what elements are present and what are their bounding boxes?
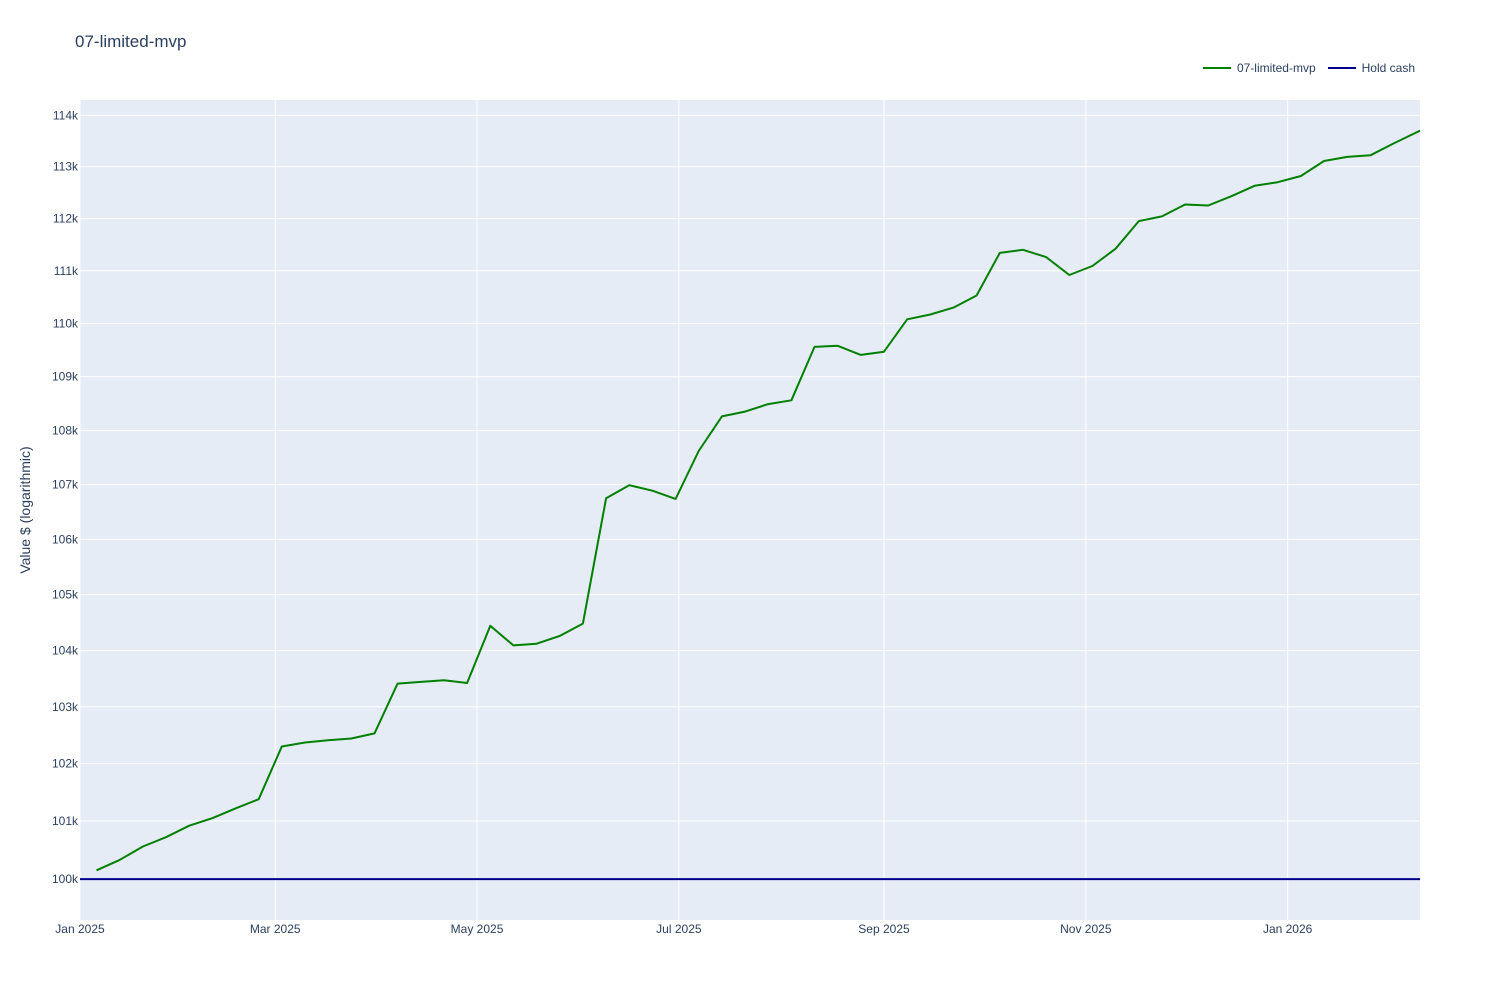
y-tick-label: 107k <box>52 478 79 492</box>
y-tick-label: 110k <box>53 317 79 331</box>
y-tick-label: 114k <box>53 108 79 122</box>
y-tick-label: 101k <box>52 814 79 828</box>
legend[interactable]: 07-limited-mvp Hold cash <box>1191 61 1415 75</box>
legend-item-hold-cash[interactable]: Hold cash <box>1327 61 1415 75</box>
legend-swatch-hold-cash <box>1327 67 1356 69</box>
legend-label-strategy: 07-limited-mvp <box>1236 61 1316 75</box>
y-tick-label: 103k <box>52 700 79 714</box>
y-tick-label: 108k <box>52 423 79 437</box>
x-tick-label: Nov 2025 <box>1060 922 1112 936</box>
x-tick-label: May 2025 <box>451 922 504 936</box>
x-tick-label: Sep 2025 <box>858 922 910 936</box>
legend-swatch-strategy <box>1202 67 1231 69</box>
x-tick-label: Jan 2025 <box>55 922 105 936</box>
y-tick-label: 111k <box>54 264 79 278</box>
x-tick-label: Jul 2025 <box>656 922 702 936</box>
legend-label-hold-cash: Hold cash <box>1361 61 1415 75</box>
y-tick-label: 112k <box>53 211 79 225</box>
y-tick-label: 113k <box>53 160 79 174</box>
chart-title: 07-limited-mvp <box>75 32 187 51</box>
x-tick-label: Mar 2025 <box>250 922 301 936</box>
x-axis-ticks: Jan 2025 Mar 2025 May 2025 Jul 2025 Sep 2025… <box>55 922 1312 936</box>
y-tick-label: 106k <box>52 532 79 546</box>
y-tick-label: 100k <box>52 872 79 886</box>
series-lines <box>80 129 1421 881</box>
y-tick-label: 102k <box>52 757 79 771</box>
legend-item-strategy[interactable]: 07-limited-mvp <box>1202 61 1316 75</box>
y-tick-label: 104k <box>52 643 79 657</box>
y-tick-label: 105k <box>52 588 79 602</box>
y-axis-ticks: 100k 101k 102k 103k 104k 105k 106k 107k 108k 109k… <box>52 108 79 886</box>
x-tick-label: Jan 2026 <box>1263 922 1313 936</box>
plot-area[interactable] <box>80 100 1420 920</box>
series-line-strategy[interactable] <box>96 129 1421 872</box>
y-tick-label: 109k <box>52 370 79 384</box>
